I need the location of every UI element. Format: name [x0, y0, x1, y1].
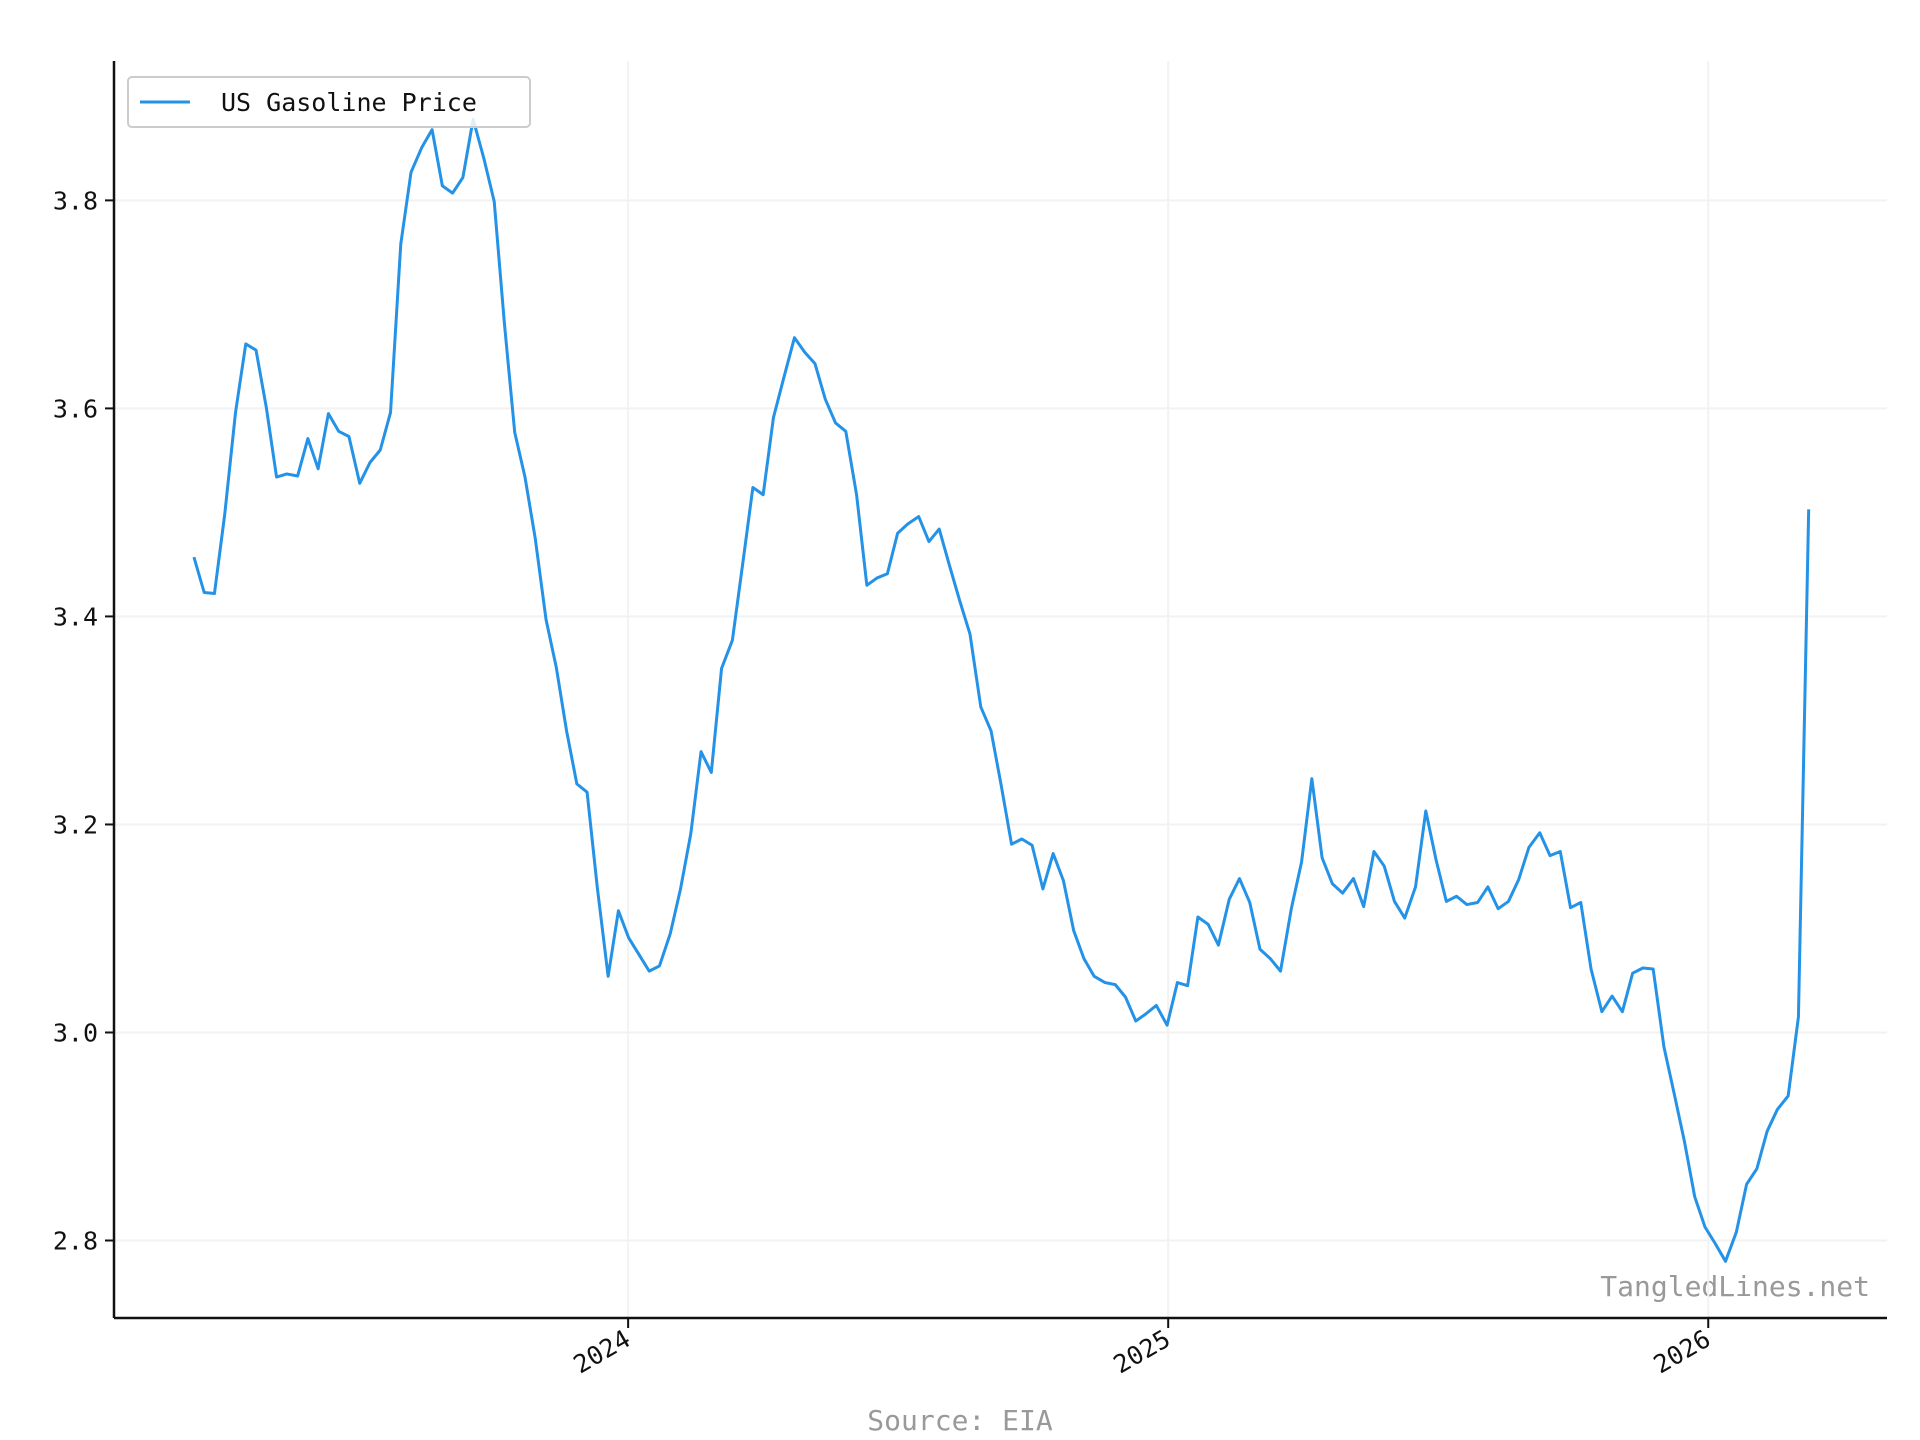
x-tick-label: 2025 [1109, 1324, 1176, 1379]
y-tick-label: 3.8 [53, 186, 98, 215]
legend-box [127, 76, 531, 128]
watermark: TangledLines.net [1600, 1270, 1870, 1303]
series-line [192, 117, 1811, 1263]
legend-label: US Gasoline Price [221, 88, 477, 117]
source-note: Source: EIA [867, 1404, 1053, 1437]
y-tick-label: 3.6 [53, 394, 98, 423]
x-tick-label: 2024 [568, 1324, 635, 1379]
y-tick-label: 3.2 [53, 810, 98, 839]
x-tick-label: 2026 [1649, 1324, 1716, 1379]
y-tick-label: 3.4 [53, 602, 98, 631]
y-tick-label: 3.0 [53, 1018, 98, 1047]
y-tick-label: 2.8 [53, 1227, 98, 1256]
grid [114, 61, 1887, 1318]
